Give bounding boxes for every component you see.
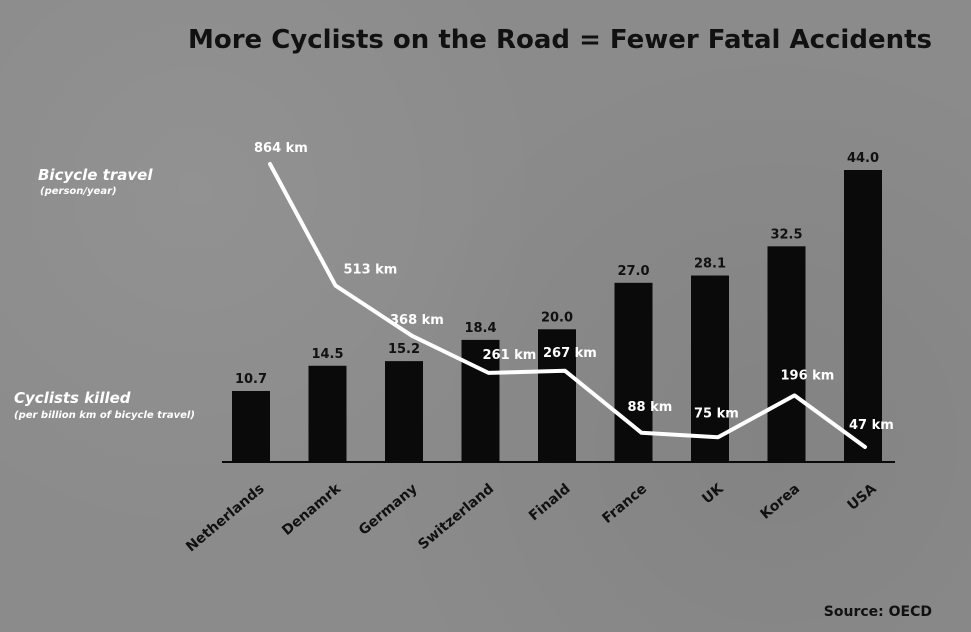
- bar-value-label: 18.4: [464, 321, 496, 336]
- bar-value-label: 10.7: [235, 372, 267, 387]
- bar-france: [614, 282, 653, 462]
- bar-labels-layer: 10.7 14.5 15.2 18.4 20.0 27.0 28.1 32.5 44.0: [235, 151, 879, 387]
- x-tick-label: UK: [699, 480, 727, 507]
- line-value-label: 196 km: [781, 368, 835, 383]
- x-tick-label: France: [599, 481, 650, 527]
- line-layer: 864 km 513 km 368 km 261 km 267 km 88 km 75 km…: [254, 141, 894, 449]
- x-tick-label: Germany: [356, 481, 421, 539]
- bars-layer: [222, 170, 895, 463]
- bicycle-travel-line: [268, 162, 867, 449]
- bar-finald: [538, 329, 576, 462]
- x-tick-label: Netherlands: [183, 481, 267, 556]
- bar-value-label: 32.5: [770, 227, 802, 242]
- bar-value-label: 14.5: [311, 347, 343, 362]
- chart-title: More Cyclists on the Road = Fewer Fatal …: [188, 25, 932, 55]
- line-value-label: 368 km: [390, 313, 444, 328]
- bar-value-label: 44.0: [847, 151, 879, 166]
- bar-value-label: 15.2: [388, 342, 420, 357]
- bicycle-travel-label: Bicycle travel: [38, 166, 153, 184]
- line-value-label: 267 km: [543, 346, 597, 361]
- x-tick-label: Denamrk: [279, 480, 344, 539]
- bar-denamrk: [308, 365, 347, 462]
- source-note: Source: OECD: [824, 604, 932, 620]
- bar-netherlands: [232, 390, 270, 462]
- x-tick-label: Finald: [526, 481, 574, 525]
- bar-uk: [691, 275, 729, 462]
- cyclists-killed-sublabel: (per billion km of bicycle travel): [14, 410, 195, 421]
- line-value-label: 75 km: [694, 406, 739, 421]
- line-value-label: 47 km: [849, 418, 894, 433]
- bicycle-travel-sublabel: (person/year): [40, 186, 117, 197]
- bar-value-label: 27.0: [617, 264, 649, 279]
- bar-korea: [767, 246, 806, 462]
- cyclists-killed-label: Cyclists killed: [14, 389, 131, 407]
- x-tick-label: Switzerland: [415, 481, 497, 553]
- x-tick-label: Korea: [757, 481, 803, 523]
- line-value-label: 88 km: [628, 400, 673, 415]
- bar-value-label: 28.1: [694, 257, 726, 272]
- bar-switzerland: [461, 339, 500, 462]
- bar-value-label: 20.0: [541, 310, 573, 325]
- x-tick-label: USA: [845, 481, 880, 514]
- line-value-label: 513 km: [344, 263, 398, 278]
- bar-usa: [844, 170, 882, 462]
- line-value-label: 864 km: [254, 141, 308, 156]
- line-value-label: 261 km: [483, 348, 537, 363]
- bar-germany: [385, 361, 423, 462]
